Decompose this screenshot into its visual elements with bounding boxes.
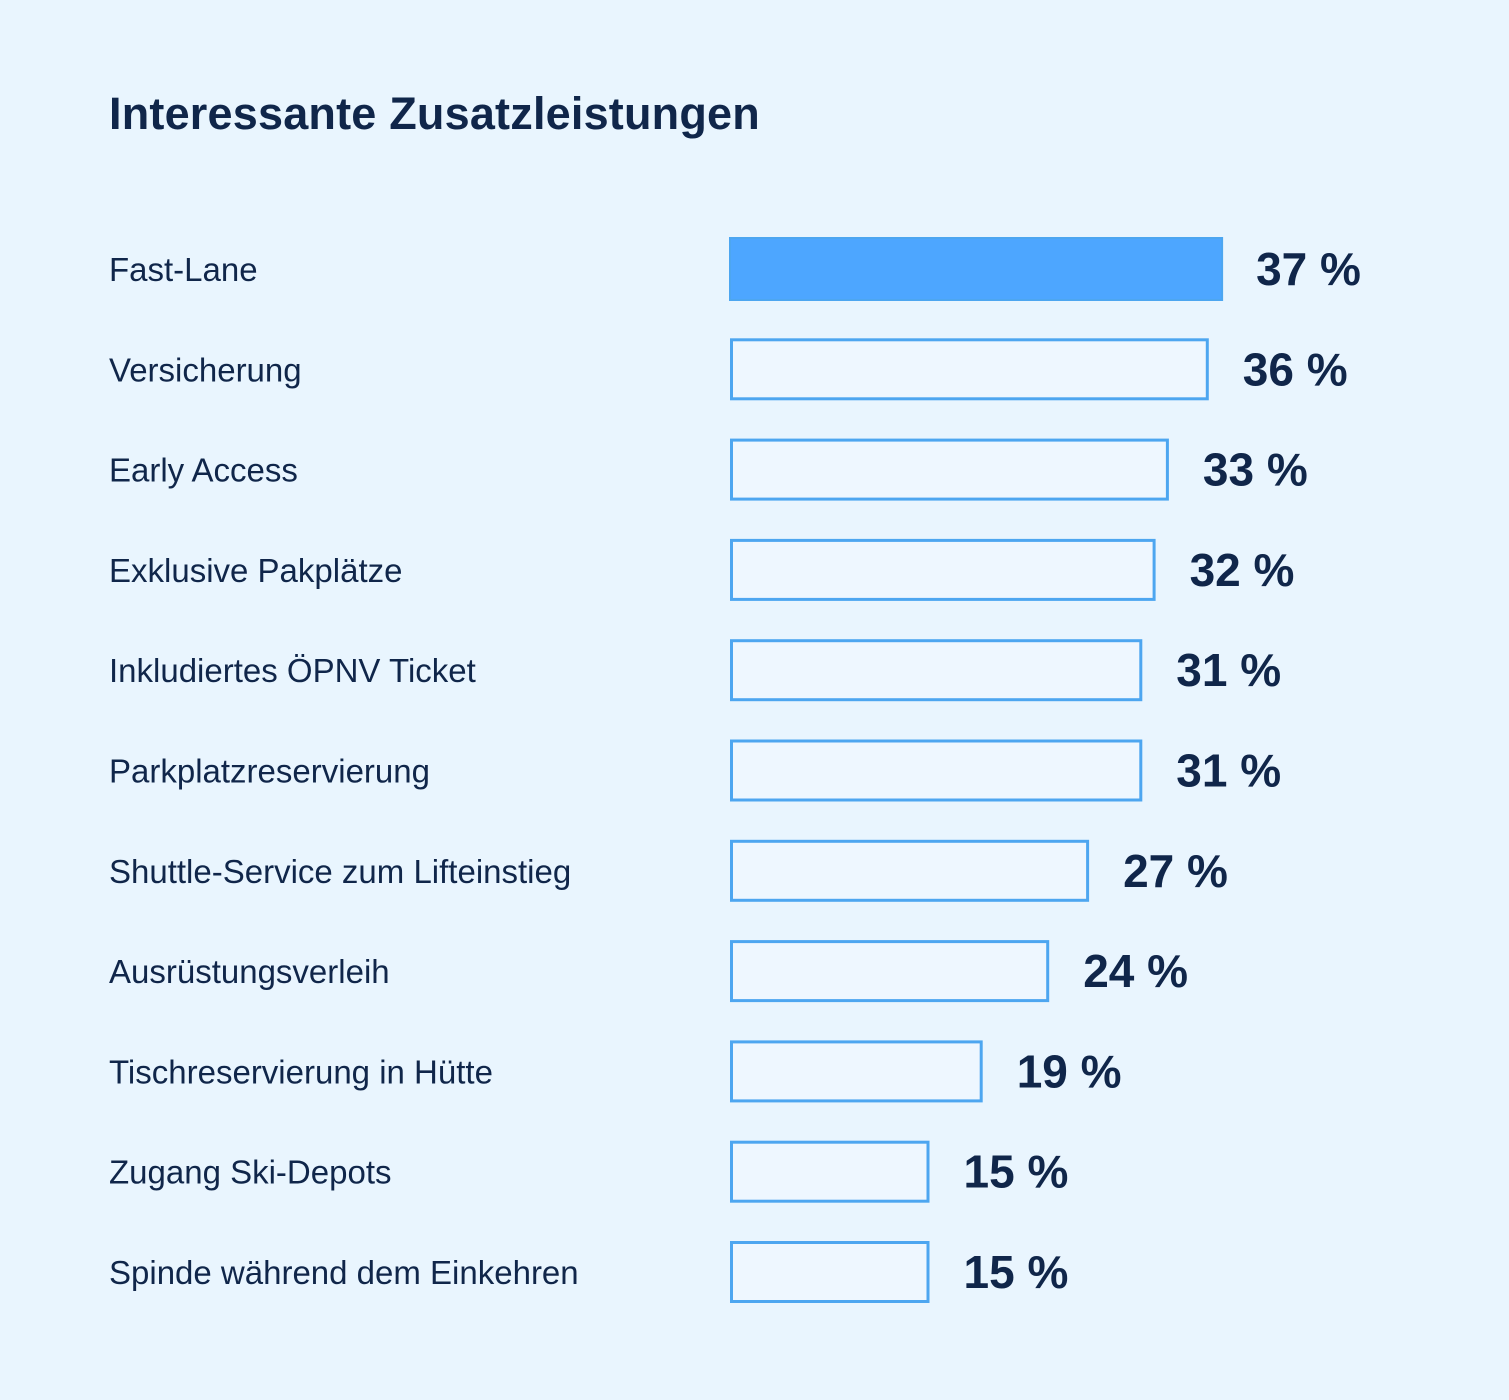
category-label: Versicherung (109, 351, 302, 388)
category-label: Early Access (109, 452, 298, 489)
value-label: 15 % (964, 1246, 1069, 1298)
bar (730, 538, 1156, 601)
bar (730, 940, 1050, 1003)
bar (730, 338, 1209, 401)
category-label: Spinde während dem Einkehren (109, 1254, 579, 1291)
bar (730, 1040, 983, 1103)
value-label: 19 % (1017, 1045, 1122, 1097)
category-label: Inkludiertes ÖPNV Ticket (109, 652, 476, 689)
bar (730, 1241, 930, 1303)
bar (729, 237, 1224, 301)
category-label: Shuttle-Service zum Lifteinstieg (109, 853, 571, 890)
value-label: 27 % (1123, 845, 1228, 897)
value-label: 24 % (1083, 945, 1188, 997)
value-label: 15 % (964, 1146, 1069, 1198)
value-label: 33 % (1203, 444, 1308, 496)
category-label: Parkplatzreservierung (109, 753, 430, 790)
value-label: 32 % (1190, 544, 1295, 596)
category-label: Fast-Lane (109, 251, 258, 288)
value-label: 31 % (1176, 644, 1281, 696)
value-label: 36 % (1243, 343, 1348, 395)
bar (730, 739, 1143, 802)
bar (730, 438, 1169, 501)
bar (730, 1140, 930, 1203)
category-label: Zugang Ski-Depots (109, 1154, 391, 1191)
category-label: Exklusive Pakplätze (109, 552, 402, 589)
chart-title: Interessante Zusatzleistungen (109, 88, 760, 139)
value-label: 37 % (1256, 243, 1361, 295)
value-label: 31 % (1176, 745, 1281, 797)
bar (730, 639, 1143, 702)
category-label: Ausrüstungsverleih (109, 953, 390, 990)
bar (730, 839, 1090, 902)
category-label: Tischreservierung in Hütte (109, 1053, 493, 1090)
